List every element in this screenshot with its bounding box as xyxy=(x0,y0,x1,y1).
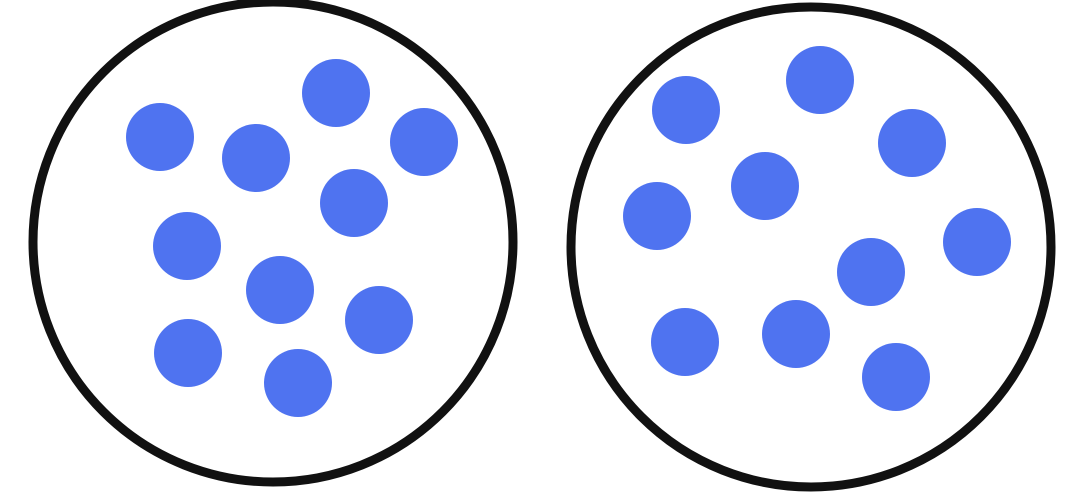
dot xyxy=(623,182,691,250)
right-group-dots xyxy=(623,46,1011,411)
dot xyxy=(320,169,388,237)
dot xyxy=(302,59,370,127)
left-group-circle xyxy=(28,0,518,487)
dot xyxy=(154,319,222,387)
dot xyxy=(345,286,413,354)
dot xyxy=(153,212,221,280)
dot xyxy=(222,124,290,192)
dot xyxy=(878,109,946,177)
dot xyxy=(837,238,905,306)
dot xyxy=(264,349,332,417)
dot xyxy=(126,103,194,171)
dot xyxy=(652,76,720,144)
dot xyxy=(862,343,930,411)
dot xyxy=(731,152,799,220)
dot xyxy=(651,308,719,376)
left-group xyxy=(28,0,518,487)
dot xyxy=(943,208,1011,276)
dot xyxy=(390,108,458,176)
dot xyxy=(246,256,314,324)
left-group-dots xyxy=(126,59,458,417)
dot xyxy=(762,300,830,368)
dot xyxy=(786,46,854,114)
right-group xyxy=(566,2,1056,492)
